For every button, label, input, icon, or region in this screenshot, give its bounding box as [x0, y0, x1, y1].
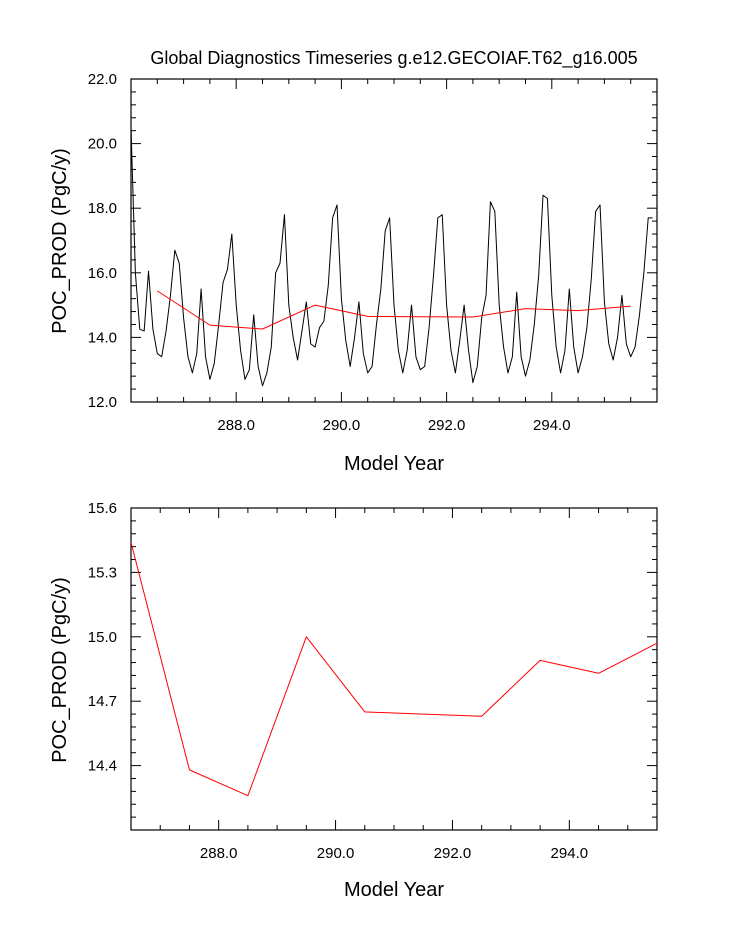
y-tick-label: 15.6 [88, 500, 117, 517]
plot-area-top: 288.0 290.0 292.0 294.0 12.0 14.0 16.0 18.0 20.0… [88, 71, 658, 434]
x-tick-label: 292.0 [434, 845, 472, 862]
plot-area-bottom: 288.0 290.0 292.0 294.0 14.4 14.7 15.0 15.3 15.6 [88, 500, 658, 862]
series-line-annual [157, 290, 631, 330]
y-tick-label: 22.0 [88, 71, 117, 88]
y-tick-label: 20.0 [88, 136, 117, 153]
x-tick-label: 288.0 [217, 417, 255, 434]
series-line-monthly [130, 127, 653, 387]
y-axis-label: POC_PROD (PgC/y) [49, 148, 71, 334]
x-tick-label: 290.0 [323, 417, 361, 434]
x-tick-label: 294.0 [533, 417, 571, 434]
chart-title: Global Diagnostics Timeseries g.e12.GECO… [150, 48, 637, 69]
y-tick-label: 14.7 [88, 693, 117, 710]
x-axis-label: Model Year [344, 453, 444, 475]
y-tick-label: 15.0 [88, 629, 117, 646]
y-tick-label: 18.0 [88, 200, 117, 217]
chart-bottom: 288.0 290.0 292.0 294.0 14.4 14.7 15.0 15.3 15.6… [49, 500, 658, 901]
y-tick-label: 12.0 [88, 394, 117, 411]
y-axis-label: POC_PROD (PgC/y) [49, 577, 71, 763]
x-tick-label: 288.0 [200, 845, 238, 862]
x-tick-label: 290.0 [317, 845, 355, 862]
y-tick-label: 16.0 [88, 265, 117, 282]
x-axis-label: Model Year [344, 879, 444, 901]
plot-frame [130, 78, 658, 403]
y-tick-label: 14.4 [88, 758, 117, 775]
y-tick-label: 15.3 [88, 564, 117, 581]
chart-top: Global Diagnostics Timeseries g.e12.GECO… [49, 48, 658, 475]
y-tick-label: 14.0 [88, 329, 117, 346]
x-tick-label: 292.0 [428, 417, 466, 434]
x-tick-label: 294.0 [551, 845, 589, 862]
series-line-annual [130, 542, 658, 797]
